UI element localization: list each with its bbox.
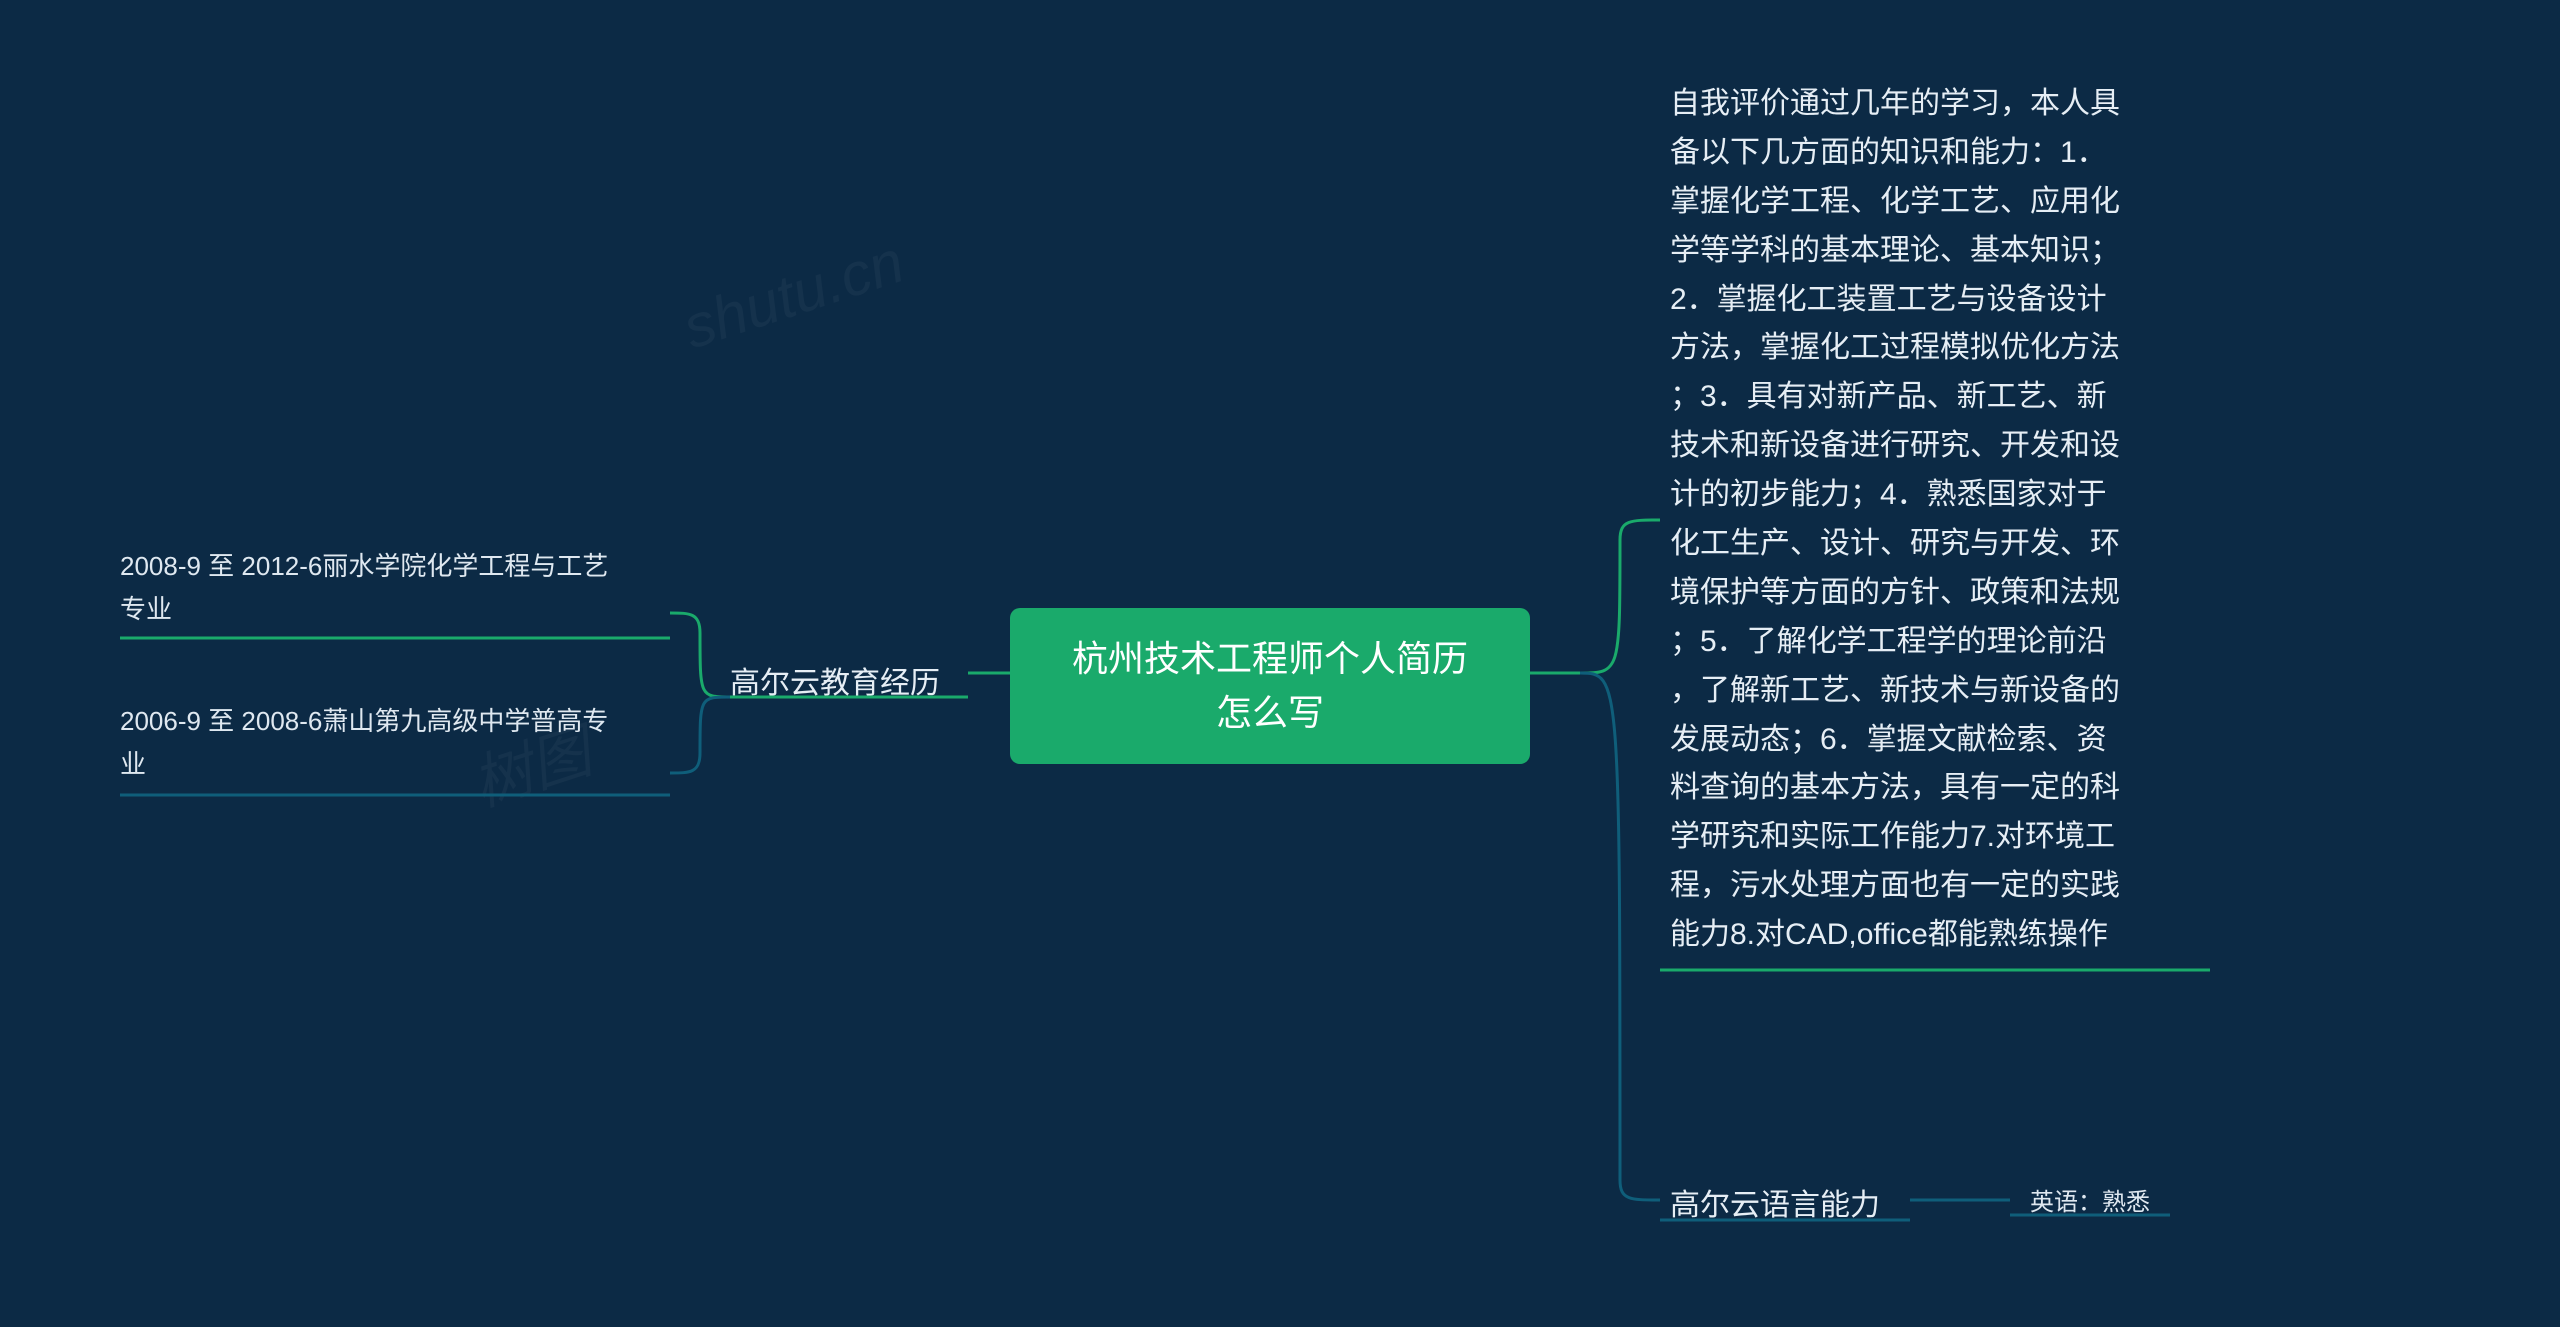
right-leaf-english[interactable]: 英语：熟悉 (2030, 1182, 2150, 1217)
watermark-1: shutu.cn (675, 227, 912, 363)
center-node-text: 杭州技术工程师个人简历 怎么写 (1050, 632, 1490, 740)
mindmap-canvas: shutu.cn 树图 树图 杭州技术工程师个人简历 怎么写 高尔云教育经历 2… (0, 0, 2560, 1327)
left-leaf-edu-1[interactable]: 2008-9 至 2012-6丽水学院化学工程与工艺 专业 (120, 545, 680, 631)
right-branch-language[interactable]: 高尔云语言能力 (1670, 1180, 1880, 1224)
left-leaf-edu-2[interactable]: 2006-9 至 2008-6萧山第九高级中学普高专 业 (120, 700, 680, 786)
right-branch-self-eval[interactable]: 自我评价通过几年的学习，本人具 备以下几方面的知识和能力：1． 掌握化学工程、化… (1670, 80, 2210, 960)
center-node[interactable]: 杭州技术工程师个人简历 怎么写 (1010, 608, 1530, 764)
left-branch-education[interactable]: 高尔云教育经历 (730, 658, 940, 702)
